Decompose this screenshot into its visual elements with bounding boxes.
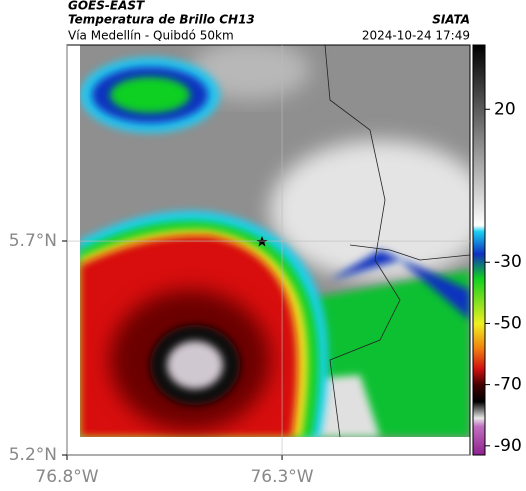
colorbar-tick-label: -70 — [494, 375, 522, 395]
source: SIATA — [432, 13, 470, 27]
title: GOES-EAST — [68, 0, 145, 13]
colorbar-tick-label: -30 — [494, 252, 522, 272]
colorbar-tick-label: 20 — [494, 99, 516, 119]
x-tick-label: 76.8°W — [35, 467, 98, 487]
colorbar-tick-label: -90 — [494, 436, 522, 456]
colorbar — [472, 44, 486, 456]
satellite-image — [80, 45, 470, 437]
y-tick-label: 5.2°N — [9, 445, 57, 465]
x-tick-label: 76.3°W — [250, 467, 313, 487]
colorbar-tick-label: -50 — [494, 313, 522, 333]
subtitle: Temperatura de Brillo CH13 — [68, 13, 255, 27]
timestamp: 2024-10-24 17:49 — [362, 29, 470, 43]
y-tick-label: 5.7°N — [9, 231, 57, 251]
route: Vía Medellín - Quibdó 50km — [68, 29, 234, 43]
